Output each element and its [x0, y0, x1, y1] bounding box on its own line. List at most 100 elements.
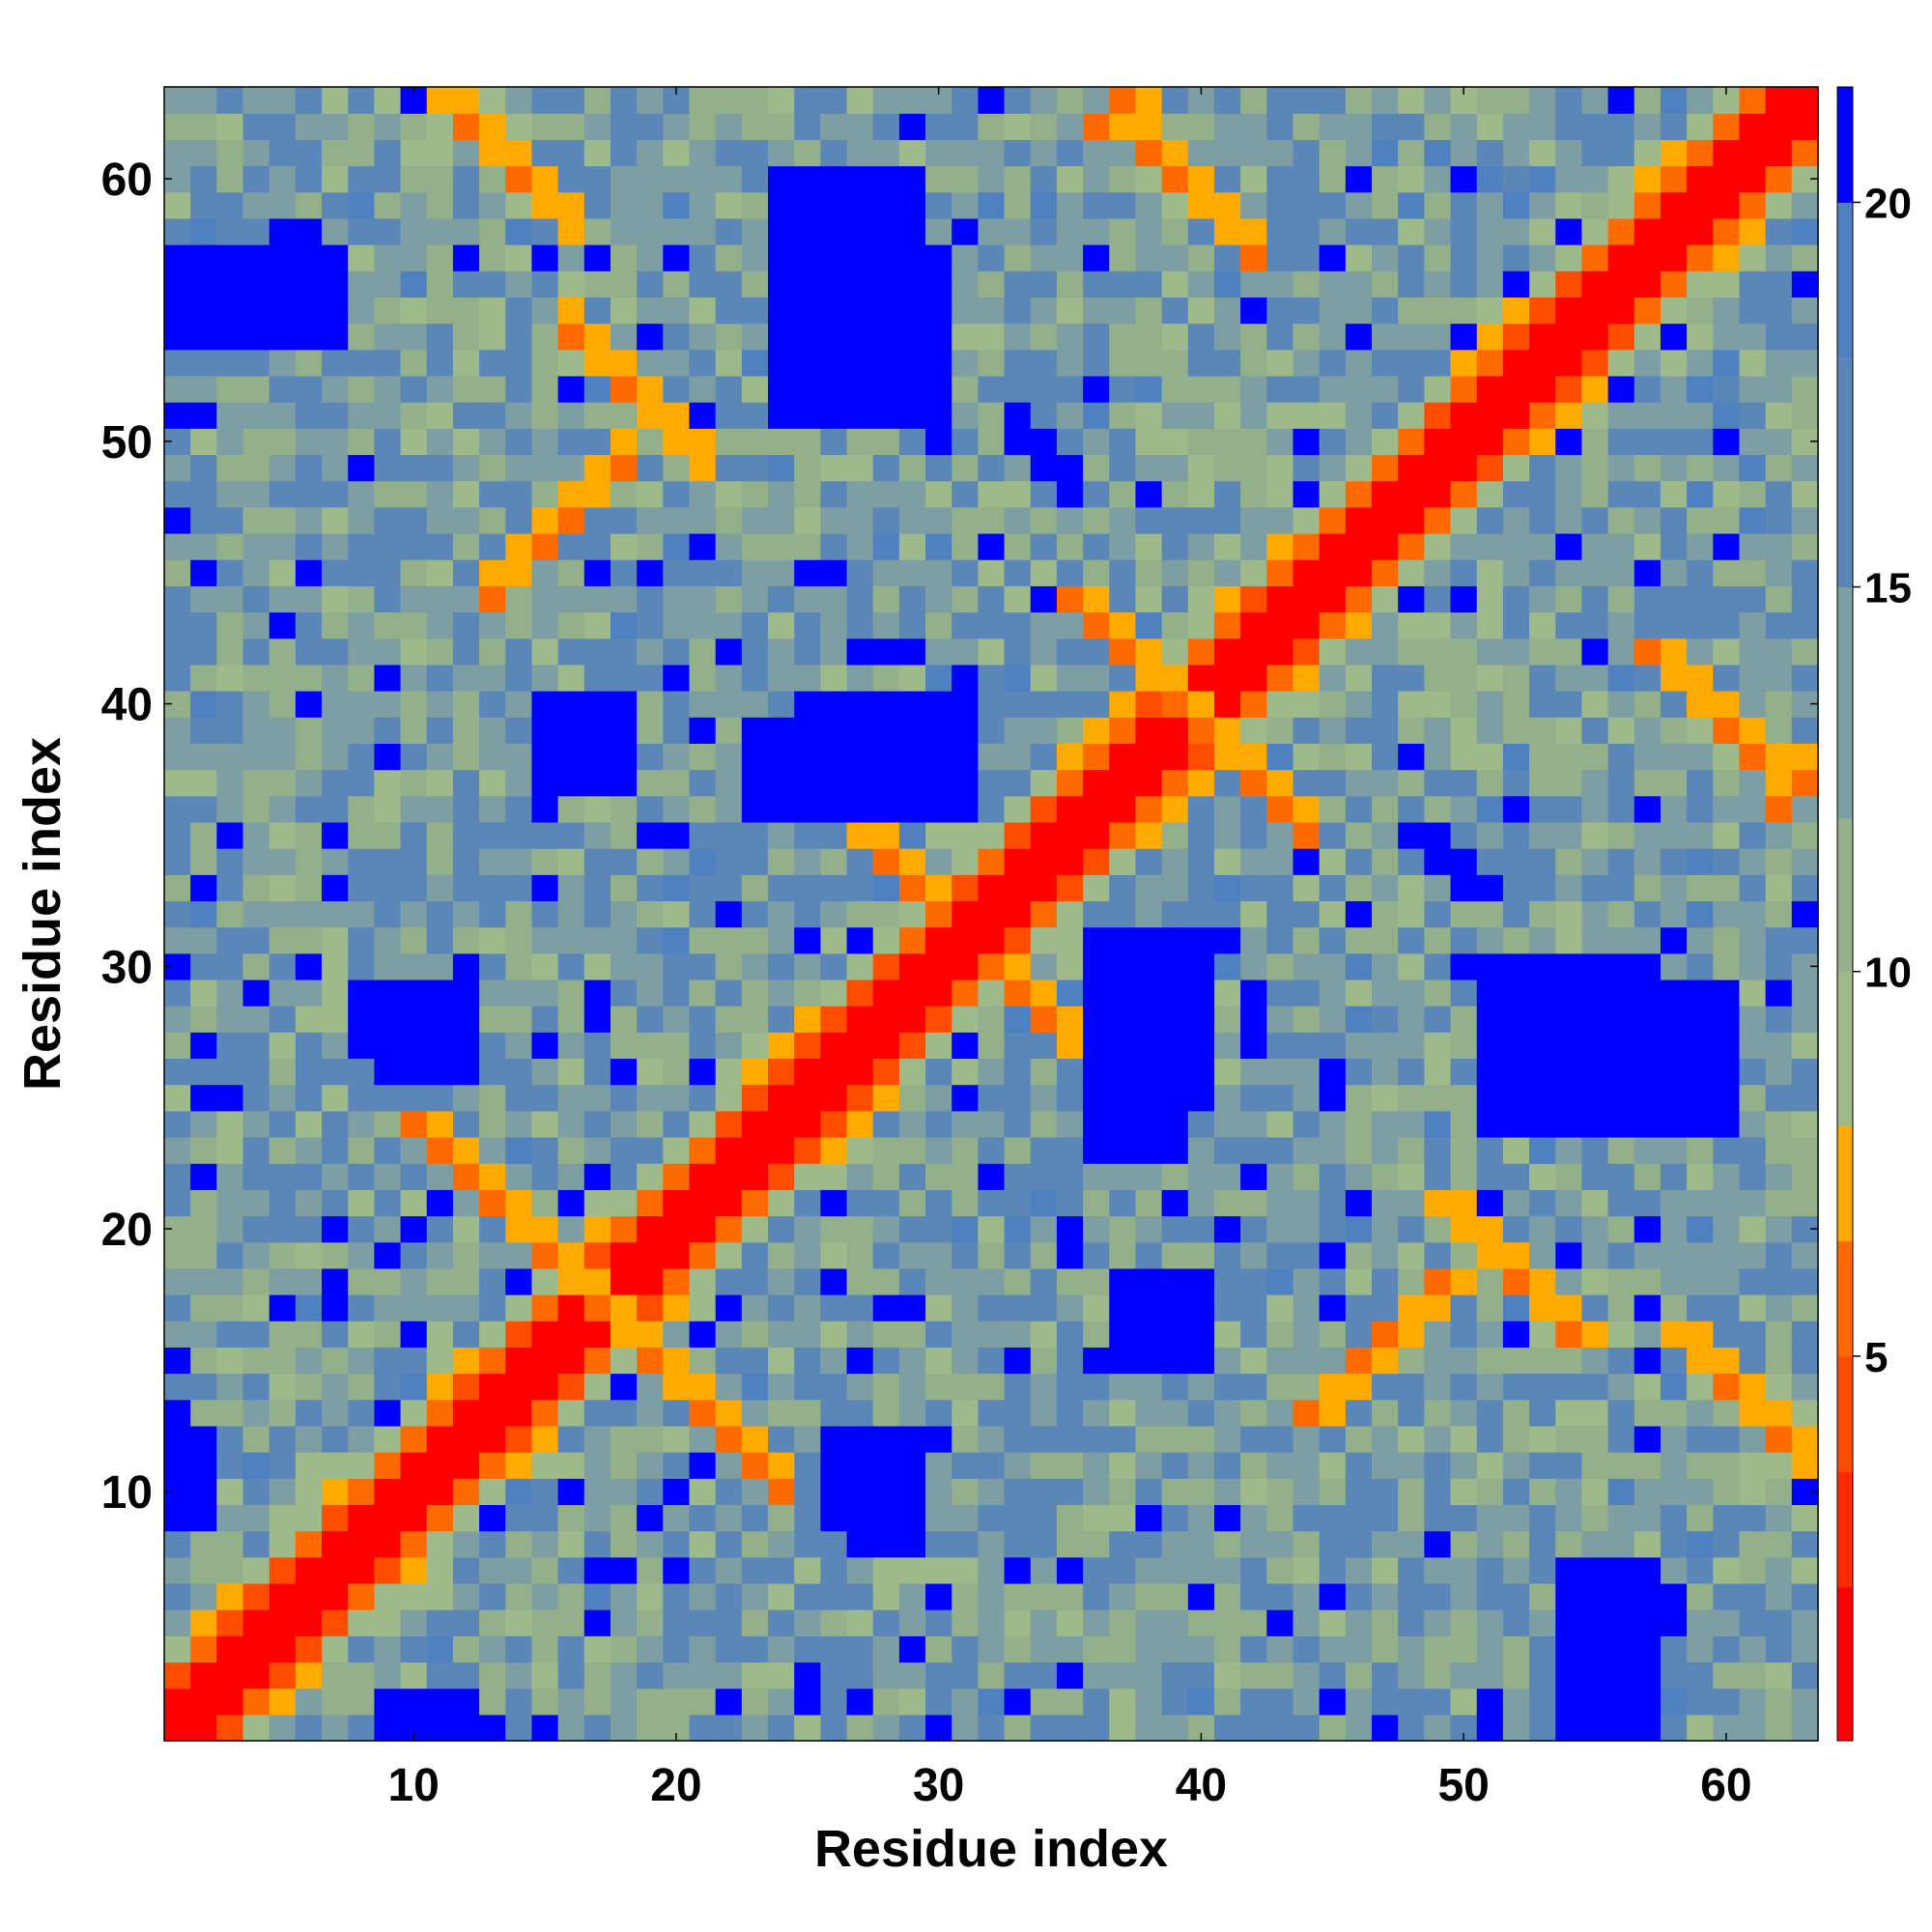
heatmap-cell: [1161, 1530, 1189, 1558]
heatmap-cell: [505, 217, 533, 245]
heatmap-cell: [1293, 743, 1321, 771]
heatmap-cell: [820, 323, 848, 351]
heatmap-cell: [269, 1294, 297, 1321]
heatmap-cell: [1056, 1478, 1084, 1506]
heatmap-cell: [479, 1582, 506, 1610]
heatmap-cell: [1109, 217, 1137, 245]
heatmap-cell: [216, 113, 244, 140]
heatmap-cell: [479, 1294, 506, 1321]
heatmap-cell: [583, 585, 611, 613]
heatmap-cell: [295, 1215, 323, 1243]
heatmap-cell: [1004, 1688, 1032, 1716]
heatmap-cell: [452, 1294, 480, 1321]
heatmap-cell: [1004, 297, 1032, 325]
heatmap-cell: [637, 1530, 664, 1558]
heatmap-cell: [689, 1662, 717, 1690]
heatmap-cell: [1791, 1294, 1819, 1321]
heatmap-cell: [1634, 1084, 1662, 1112]
heatmap-cell: [978, 1452, 1006, 1479]
heatmap-cell: [1004, 1399, 1032, 1427]
heatmap-cell: [557, 506, 585, 534]
heatmap-cell: [1713, 428, 1741, 456]
heatmap-cell: [794, 297, 821, 325]
heatmap-cell: [1450, 926, 1478, 954]
heatmap-cell: [1398, 1478, 1425, 1506]
heatmap-cell: [1502, 454, 1530, 482]
heatmap-cell: [1450, 532, 1478, 560]
heatmap-cell: [190, 611, 217, 639]
heatmap-cell: [1319, 1032, 1347, 1060]
heatmap-cell: [1161, 323, 1189, 351]
heatmap-cell: [1713, 769, 1741, 797]
heatmap-cell: [557, 1556, 585, 1584]
heatmap-cell: [1135, 1556, 1163, 1584]
heatmap-cell: [741, 1714, 769, 1742]
heatmap-cell: [1372, 480, 1399, 508]
heatmap-cell: [295, 743, 323, 771]
heatmap-cell: [741, 428, 769, 456]
heatmap-cell: [1004, 1267, 1032, 1295]
heatmap-cell: [898, 638, 926, 666]
heatmap-cell: [348, 1006, 375, 1033]
heatmap-cell: [978, 1714, 1006, 1742]
heatmap-cell: [242, 717, 270, 744]
heatmap-cell: [295, 87, 323, 114]
heatmap-cell: [872, 795, 900, 823]
heatmap-cell: [794, 1189, 821, 1217]
heatmap-cell: [689, 1110, 717, 1138]
heatmap-cell: [1424, 270, 1452, 298]
heatmap-cell: [400, 1267, 428, 1295]
heatmap-cell: [741, 532, 769, 560]
heatmap-cell: [1739, 191, 1767, 219]
heatmap-cell: [1398, 848, 1425, 875]
heatmap-cell: [689, 1136, 717, 1164]
heatmap-cell: [1529, 717, 1556, 744]
heatmap-cell: [1502, 297, 1530, 325]
heatmap-cell: [898, 717, 926, 744]
heatmap-cell: [1266, 1478, 1294, 1506]
heatmap-cell: [1581, 979, 1609, 1007]
y-tick-label: 30: [101, 942, 153, 993]
heatmap-cell: [374, 402, 402, 429]
heatmap-cell: [1502, 559, 1530, 586]
heatmap-cell: [1502, 926, 1530, 954]
heatmap-cell: [1030, 532, 1058, 560]
heatmap-cell: [1476, 217, 1504, 245]
heatmap-cell: [794, 506, 821, 534]
heatmap-cell: [820, 1321, 848, 1348]
heatmap-cell: [1634, 900, 1662, 928]
heatmap-cell: [1240, 428, 1267, 456]
heatmap-cell: [846, 217, 874, 245]
heatmap-cell: [1319, 1321, 1347, 1348]
heatmap-cell: [978, 402, 1006, 429]
heatmap-cell: [1607, 1006, 1635, 1033]
heatmap-cell: [1450, 480, 1478, 508]
heatmap-cell: [1476, 664, 1504, 692]
heatmap-cell: [1266, 480, 1294, 508]
heatmap-cell: [1372, 638, 1399, 666]
heatmap-cell: [1476, 1452, 1504, 1479]
heatmap-cell: [1398, 1714, 1425, 1742]
heatmap-cell: [374, 926, 402, 954]
heatmap-cell: [269, 1556, 297, 1584]
heatmap-cell: [322, 1556, 349, 1584]
heatmap-cell: [583, 217, 611, 245]
heatmap-cell: [1004, 1609, 1032, 1636]
heatmap-cell: [1739, 1425, 1767, 1453]
heatmap-cell: [1502, 1294, 1530, 1321]
heatmap-cell: [1345, 402, 1373, 429]
heatmap-cell: [1713, 1504, 1741, 1532]
heatmap-cell: [216, 1347, 244, 1375]
heatmap-cell: [164, 638, 191, 666]
heatmap-cell: [1424, 952, 1452, 980]
heatmap-cell: [1030, 1321, 1058, 1348]
heatmap-cell: [322, 664, 349, 692]
heatmap-cell: [1293, 1189, 1321, 1217]
heatmap-cell: [531, 585, 559, 613]
heatmap-cell: [295, 1058, 323, 1086]
heatmap-cell: [872, 1267, 900, 1295]
heatmap-cell: [872, 1321, 900, 1348]
heatmap-cell: [295, 795, 323, 823]
heatmap-cell: [242, 1556, 270, 1584]
heatmap-cell: [216, 1215, 244, 1243]
